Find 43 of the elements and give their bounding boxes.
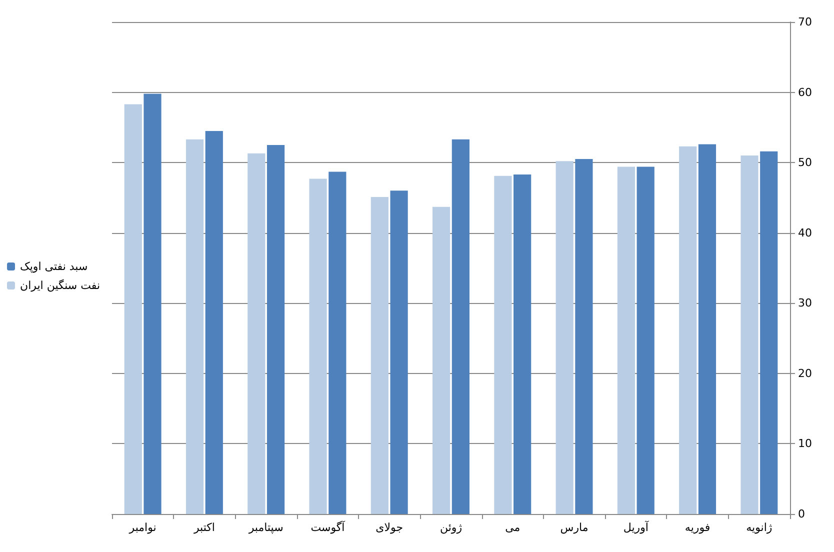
bar xyxy=(514,174,532,514)
bar xyxy=(370,197,388,514)
bar xyxy=(636,166,654,514)
x-tick-label: اکتبر xyxy=(192,521,215,534)
y-tick-label: 60 xyxy=(798,86,812,99)
bar xyxy=(494,176,512,514)
bar xyxy=(679,146,697,514)
y-tick-label: 70 xyxy=(798,16,812,28)
bar xyxy=(309,178,327,514)
bar xyxy=(740,156,758,514)
x-tick-label: مارس xyxy=(560,521,588,534)
legend-label: نفت سنگین ایران xyxy=(20,279,100,292)
x-tick-label: ژوئن xyxy=(440,521,462,534)
bar xyxy=(124,104,142,514)
x-tick-label: می xyxy=(505,521,520,534)
bar xyxy=(328,172,346,514)
x-tick-label: آگوست xyxy=(310,520,346,534)
x-tick-label: نوامبر xyxy=(128,521,156,534)
bar xyxy=(390,190,408,514)
x-tick-label: آوریل xyxy=(623,520,650,534)
bar xyxy=(698,144,716,514)
legend-label: سبد نفتی اوپک xyxy=(20,260,88,273)
x-tick-label: جولای xyxy=(376,521,404,534)
bar xyxy=(760,151,778,514)
bar xyxy=(452,139,470,514)
x-tick-label: فوریه xyxy=(684,521,710,534)
y-tick-label: 20 xyxy=(798,366,812,380)
y-tick-label: 10 xyxy=(798,437,812,450)
y-tick-label: 0 xyxy=(798,508,805,520)
bar xyxy=(575,159,593,514)
x-tick-label: سپتامبر xyxy=(248,521,284,534)
y-tick-label: 40 xyxy=(798,226,812,240)
y-tick-label: 30 xyxy=(798,296,812,310)
bar xyxy=(248,153,266,514)
y-tick-label: 50 xyxy=(798,156,812,170)
bar xyxy=(617,166,636,514)
bar xyxy=(144,94,162,514)
bar xyxy=(205,130,223,514)
bar xyxy=(266,145,285,514)
bar xyxy=(556,161,574,514)
x-tick-label: ژانویه xyxy=(746,521,772,534)
bar xyxy=(432,206,450,514)
bar xyxy=(186,139,204,514)
